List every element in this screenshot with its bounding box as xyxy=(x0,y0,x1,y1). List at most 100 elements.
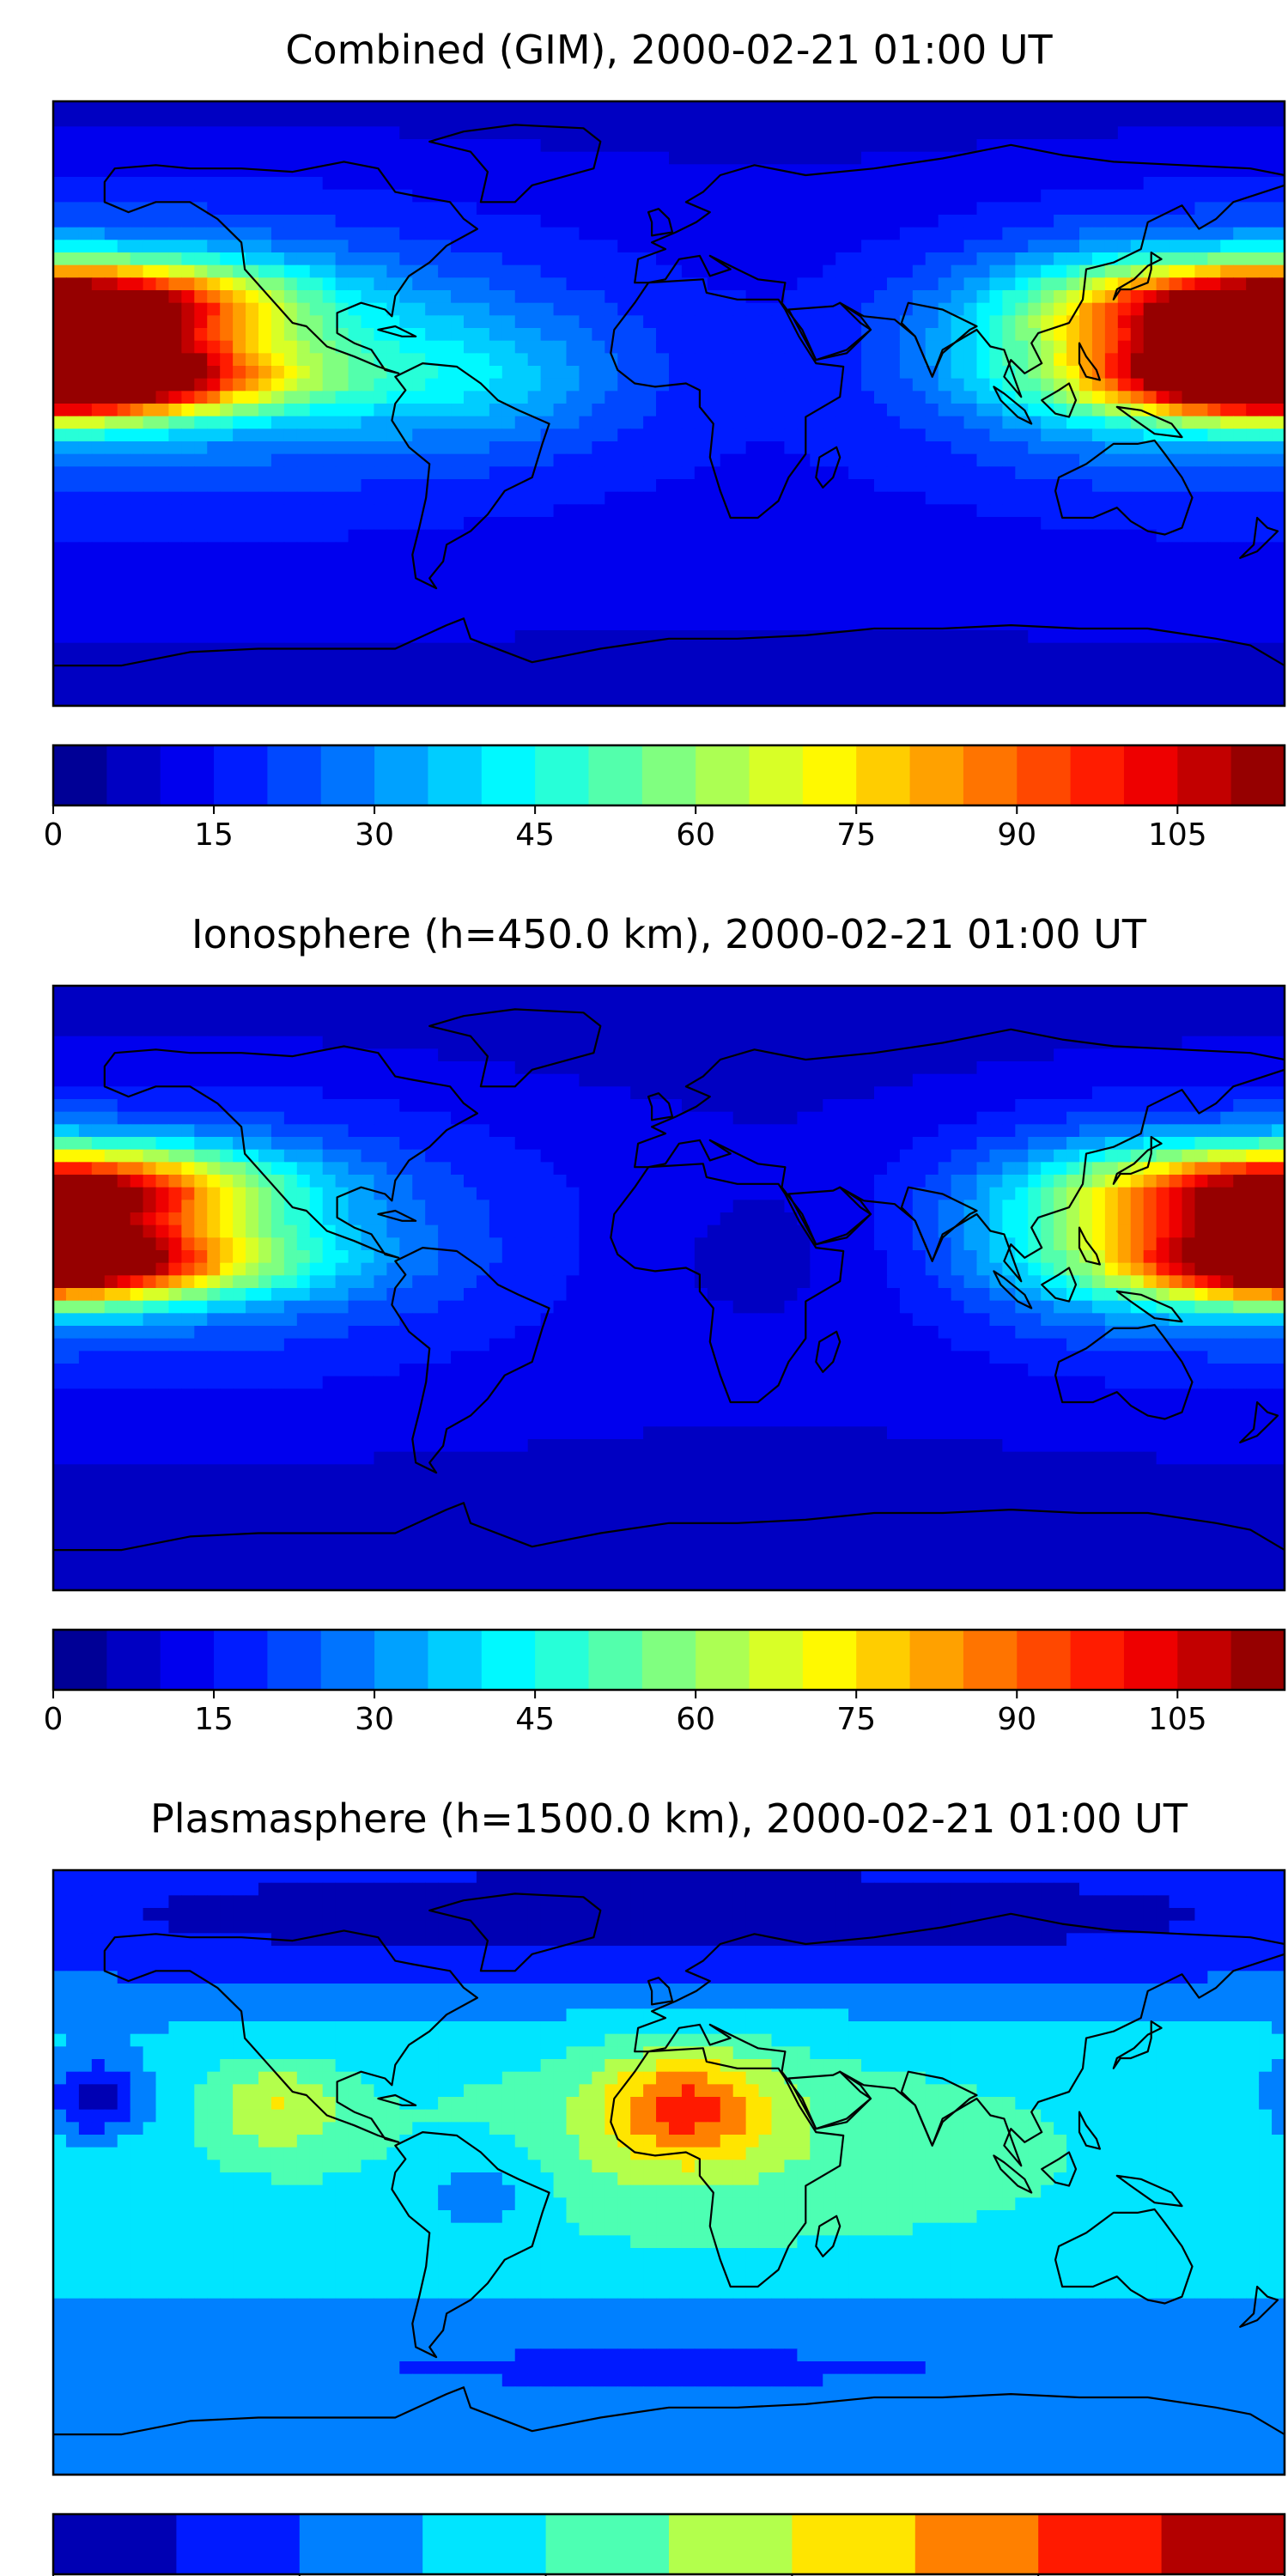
heatmap-cell xyxy=(540,630,555,644)
heatmap-cell xyxy=(835,215,849,228)
heatmap-cell xyxy=(758,428,773,442)
heatmap-cell xyxy=(681,555,696,568)
heatmap-cell xyxy=(1272,151,1285,165)
heatmap-cell xyxy=(643,986,657,999)
heatmap-cell xyxy=(246,466,259,480)
heatmap-cell xyxy=(194,592,208,606)
heatmap-cell xyxy=(1028,668,1042,682)
heatmap-cell xyxy=(823,580,836,593)
heatmap-cell xyxy=(155,353,170,367)
heatmap-cell xyxy=(643,404,657,417)
heatmap-cell xyxy=(771,164,786,178)
heatmap-cell xyxy=(348,1024,362,1037)
heatmap-cell xyxy=(707,630,721,644)
heatmap-cell xyxy=(540,340,555,354)
heatmap-cell xyxy=(605,441,618,455)
heatmap-cell xyxy=(207,315,221,329)
heatmap-cell xyxy=(348,328,362,342)
heatmap-cell xyxy=(553,126,568,140)
heatmap-cell xyxy=(579,302,592,316)
heatmap-cell xyxy=(464,517,477,531)
heatmap-cell xyxy=(1015,517,1029,531)
heatmap-cell xyxy=(823,428,836,442)
heatmap-cell xyxy=(1028,290,1042,304)
heatmap-cell xyxy=(143,630,157,644)
heatmap-cell xyxy=(553,340,568,354)
heatmap-cell xyxy=(1246,164,1260,178)
heatmap-cell xyxy=(656,693,670,706)
heatmap-cell xyxy=(874,290,888,304)
heatmap-cell xyxy=(823,290,836,304)
heatmap-cell xyxy=(758,404,773,417)
heatmap-cell xyxy=(1220,693,1234,706)
heatmap-cell xyxy=(784,605,798,618)
heatmap-cell xyxy=(117,151,131,165)
heatmap-cell xyxy=(117,290,131,304)
heatmap-cell xyxy=(886,366,901,380)
heatmap-cell xyxy=(1169,366,1183,380)
heatmap-cell xyxy=(643,453,657,467)
heatmap-cell xyxy=(605,215,618,228)
heatmap-cell xyxy=(374,441,387,455)
heatmap-cell xyxy=(771,416,786,429)
heatmap-cell xyxy=(643,555,657,568)
heatmap-cell xyxy=(117,240,131,253)
heatmap-cell xyxy=(527,542,542,556)
heatmap-cell xyxy=(322,592,337,606)
heatmap-cell xyxy=(91,328,106,342)
coastline-arabia xyxy=(787,301,872,361)
heatmap-cell xyxy=(810,542,823,556)
heatmap-cell xyxy=(643,580,657,593)
heatmap-cell xyxy=(1015,567,1029,580)
heatmap-cell xyxy=(669,668,683,682)
heatmap-cell xyxy=(605,605,618,618)
heatmap-cell xyxy=(489,340,503,354)
heatmap-cell xyxy=(501,139,516,153)
heatmap-cell xyxy=(912,542,927,556)
heatmap-cell xyxy=(784,277,798,291)
heatmap-cell xyxy=(1233,366,1247,380)
heatmap-cell xyxy=(1233,164,1247,178)
heatmap-cell xyxy=(1156,605,1170,618)
heatmap-cell xyxy=(938,113,952,127)
heatmap-cell xyxy=(758,517,773,531)
heatmap-cell xyxy=(322,542,337,556)
heatmap-cell xyxy=(181,290,195,304)
heatmap-cell xyxy=(835,227,849,240)
heatmap-cell xyxy=(104,277,118,291)
heatmap-cell xyxy=(605,227,618,240)
heatmap-cell xyxy=(694,555,708,568)
heatmap-cell xyxy=(53,113,67,127)
heatmap-cell xyxy=(681,504,696,518)
heatmap-cell xyxy=(220,252,234,266)
heatmap-cell xyxy=(874,340,888,354)
heatmap-cell xyxy=(630,164,644,178)
heatmap-cell xyxy=(694,290,708,304)
heatmap-cell xyxy=(91,491,106,505)
heatmap-cell xyxy=(899,592,914,606)
heatmap-cell xyxy=(1207,630,1221,644)
heatmap-cell xyxy=(130,542,144,556)
heatmap-cell xyxy=(233,164,246,178)
heatmap-cell xyxy=(938,998,952,1012)
heatmap-cell xyxy=(476,240,490,253)
heatmap-cell xyxy=(1054,328,1067,342)
heatmap-cell xyxy=(592,580,605,593)
heatmap-cell xyxy=(283,404,298,417)
heatmap-cell xyxy=(374,567,387,580)
heatmap-cell xyxy=(758,453,773,467)
heatmap-cell xyxy=(1002,630,1016,644)
heatmap-cell xyxy=(1117,353,1132,367)
heatmap-cell xyxy=(732,630,747,644)
heatmap-cell xyxy=(168,139,182,153)
heatmap-cell xyxy=(53,378,67,392)
heatmap-cell xyxy=(912,177,927,191)
heatmap-cell xyxy=(797,227,811,240)
heatmap-cell xyxy=(374,215,387,228)
heatmap-cell xyxy=(810,391,823,404)
heatmap-cell xyxy=(181,668,195,682)
heatmap-cell xyxy=(1182,668,1196,682)
heatmap-cell xyxy=(283,202,298,216)
heatmap-cell xyxy=(1169,177,1183,191)
heatmap-cell xyxy=(669,315,683,329)
